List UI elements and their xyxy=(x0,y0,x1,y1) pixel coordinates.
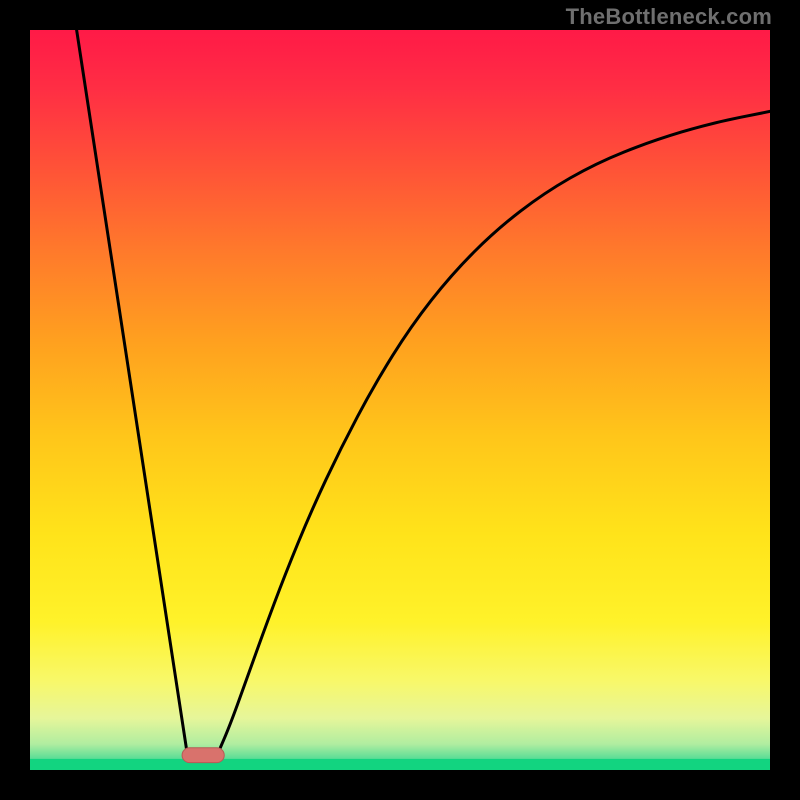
green-band xyxy=(30,759,770,770)
chart-svg xyxy=(30,30,770,770)
trough-marker xyxy=(182,748,224,763)
watermark-text: TheBottleneck.com xyxy=(566,4,772,30)
plot-area xyxy=(30,30,770,770)
chart-frame: TheBottleneck.com xyxy=(0,0,800,800)
gradient-background xyxy=(30,30,770,770)
